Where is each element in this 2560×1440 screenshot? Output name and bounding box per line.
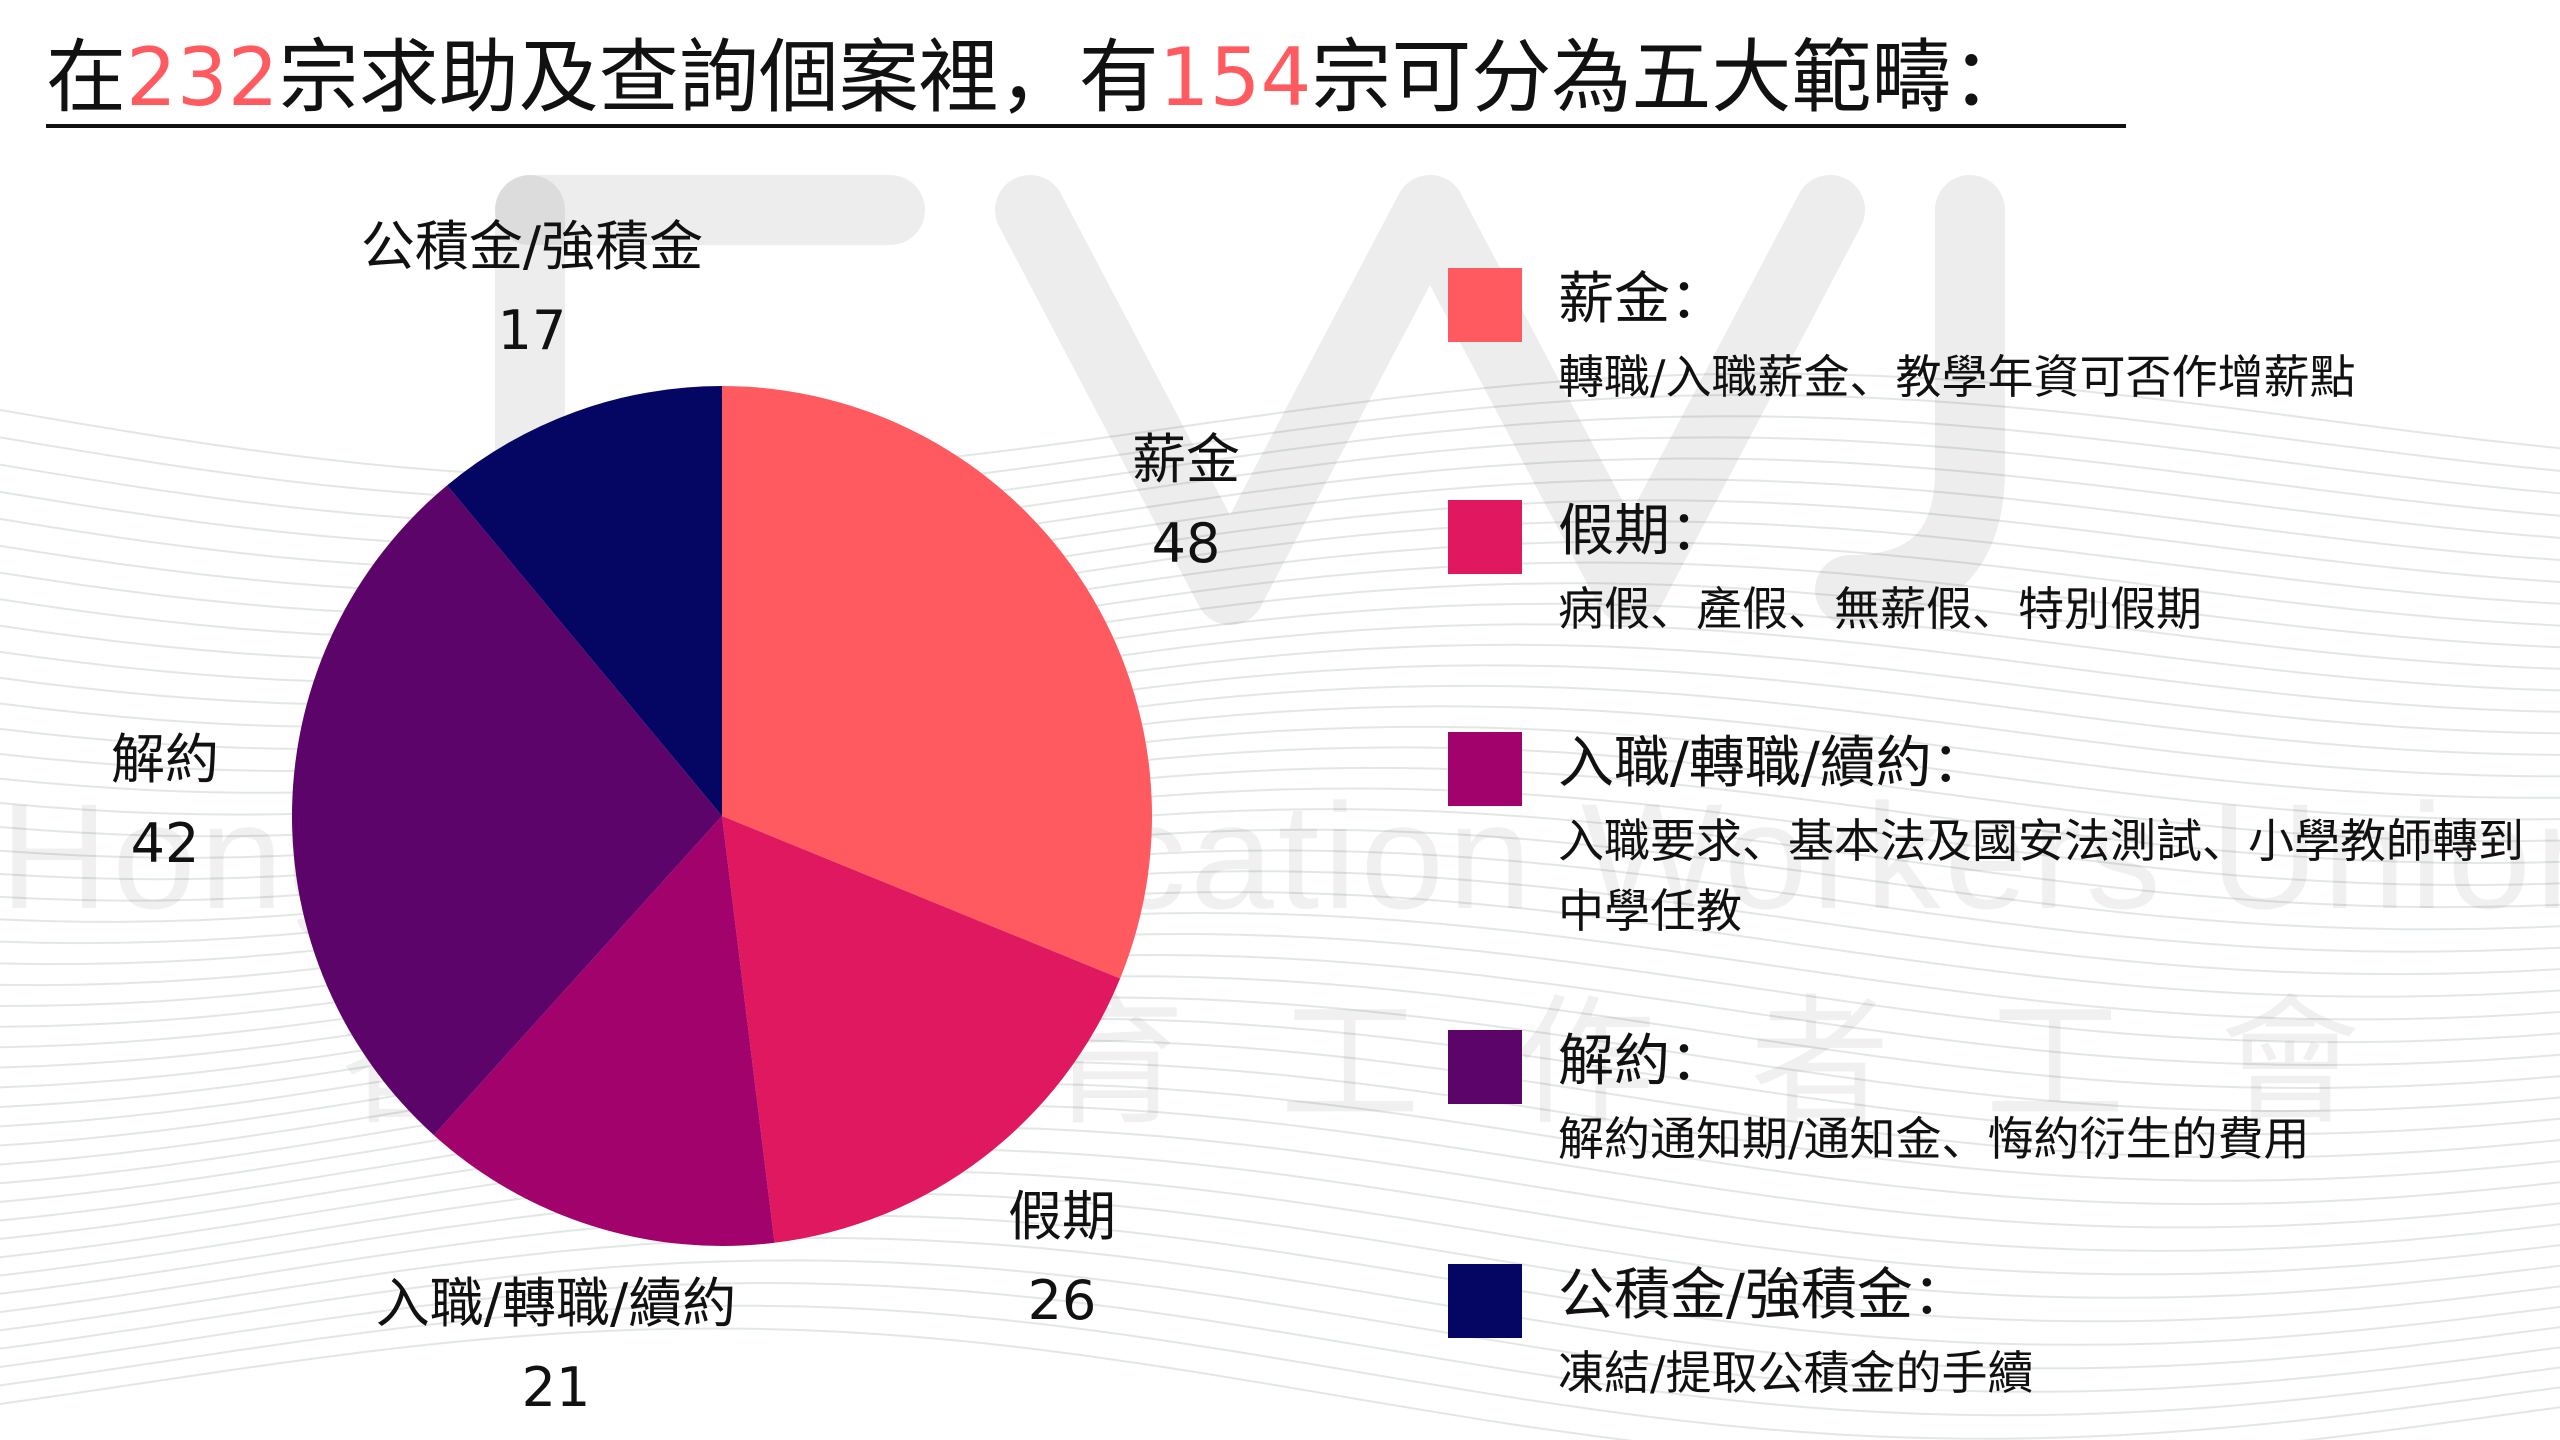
wave-line	[0, 1214, 2560, 1346]
pie-label-employment: 入職/轉職/續約 21	[376, 1262, 736, 1430]
wave-line	[0, 393, 2560, 502]
title-prefix: 在	[46, 31, 126, 124]
legend-swatch-employment	[1448, 732, 1522, 806]
legend-title-employment: 入職/轉職/續約：	[1558, 731, 1988, 796]
legend-title-provident-fund: 公積金/強積金：	[1558, 1263, 1969, 1328]
pie-label-salary-value: 48	[1151, 512, 1221, 575]
wave-line	[0, 1281, 2560, 1417]
legend-desc-termination: 解約通知期/通知金、悔約衍生的費用	[1558, 1112, 2310, 1166]
legend-title-salary: 薪金：	[1558, 267, 1726, 332]
pie-label-termination-name: 解約	[111, 728, 219, 791]
wave-line	[0, 1126, 2560, 1252]
wave-line	[0, 1192, 2560, 1323]
pie-label-termination-value: 42	[130, 812, 200, 875]
pie-label-provident-fund-name: 公積金/強積金	[360, 215, 704, 278]
pie-slice-salary	[722, 386, 1152, 979]
title-middle: 宗求助及查詢個案裡，有	[278, 31, 1159, 124]
wave-line	[0, 1327, 2560, 1440]
pie-slice-leave	[722, 816, 1121, 1243]
legend-swatch-termination	[1448, 1030, 1522, 1104]
legend-desc-provident-fund: 凍結/提取公積金的手續	[1558, 1346, 2034, 1400]
wave-line	[0, 1304, 2560, 1440]
title-suffix: 宗可分為五大範疇：	[1311, 31, 2032, 124]
pie-label-termination: 解約 42	[111, 718, 219, 886]
legend-title-termination: 解約：	[1558, 1029, 1726, 1094]
wave-line	[0, 1147, 2560, 1276]
wave-line	[0, 1104, 2560, 1229]
pie-slice-provident-fund	[447, 386, 722, 816]
legend-title-leave: 假期：	[1558, 499, 1726, 564]
title-categorized-count: 154	[1158, 31, 1312, 124]
pie-label-salary-name: 薪金	[1132, 428, 1240, 491]
pie-label-employment-name: 入職/轉職/續約	[375, 1272, 737, 1335]
legend-swatch-provident-fund	[1448, 1264, 1522, 1338]
pie-label-leave: 假期 26	[1008, 1175, 1116, 1343]
pie-label-provident-fund-value: 17	[497, 299, 567, 362]
wave-line	[0, 1170, 2560, 1299]
wave-line	[0, 372, 2560, 479]
page-title: 在232宗求助及查詢個案裡，有154宗可分為五大範疇：	[46, 30, 2031, 126]
wave-line	[0, 1259, 2560, 1393]
title-total-count: 232	[126, 31, 279, 124]
wave-line	[0, 1237, 2560, 1370]
legend-desc-leave: 病假、產假、無薪假、特別假期	[1558, 582, 2202, 636]
legend-swatch-leave	[1448, 500, 1522, 574]
pie-slice-termination	[292, 485, 722, 1136]
pie-label-employment-value: 21	[521, 1356, 591, 1419]
legend-desc-salary: 轉職/入職薪金、教學年資可否作增薪點	[1558, 350, 2356, 404]
legend-desc-employment: 入職要求、基本法及國安法測試、小學教師轉到中學任教	[1558, 814, 2524, 938]
pie-label-salary: 薪金 48	[1132, 418, 1240, 586]
title-underline	[46, 124, 2126, 128]
pie-slice-employment	[433, 816, 775, 1246]
pie-label-leave-value: 26	[1027, 1269, 1097, 1332]
pie-label-leave-name: 假期	[1008, 1185, 1116, 1248]
pie-label-provident-fund: 公積金/強積金 17	[361, 205, 703, 373]
legend-swatch-salary	[1448, 268, 1522, 342]
wave-line	[0, 1082, 2560, 1206]
